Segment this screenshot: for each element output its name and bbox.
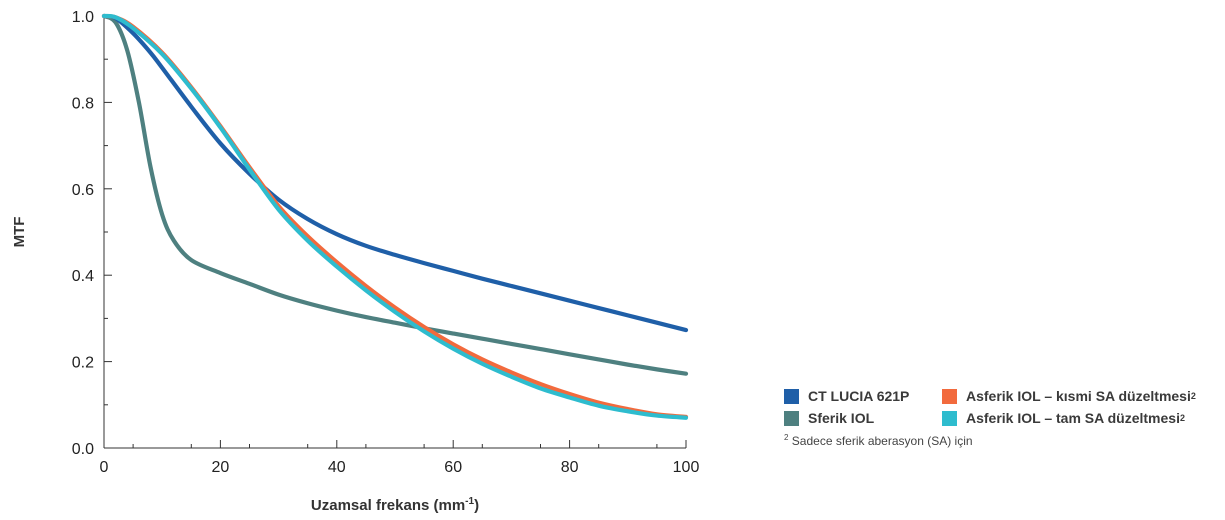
series-line-sferik (101, 13, 689, 376)
legend: CT LUCIA 621P Asferik IOL – kısmi SA düz… (784, 386, 1224, 448)
x-tick-label: 100 (673, 459, 700, 476)
footnote-text: Sadece sferik aberasyon (SA) için (791, 434, 973, 448)
y-tick-label: 0.4 (72, 268, 94, 285)
x-tick-label: 40 (328, 459, 346, 476)
footnote: 2 Sadece sferik aberasyon (SA) için (784, 433, 1224, 449)
x-axis-title: Uzamsal frekans (mm-1) (311, 496, 479, 514)
axes (103, 15, 687, 449)
series-line-asferik-tam (101, 13, 689, 420)
series-line-ct-lucia (101, 13, 689, 333)
axis-labels: 0 20 40 60 80 100 0.0 0.2 0.4 0.6 0.8 1.0 MTF Uzamsal… (11, 9, 699, 514)
y-tick-label: 0.6 (72, 182, 94, 199)
legend-swatch-ct-lucia (784, 388, 799, 404)
x-tick-label: 80 (561, 459, 579, 476)
x-tick-label: 0 (100, 459, 109, 476)
y-tick-label: 0.0 (72, 441, 94, 458)
x-tick-label: 20 (212, 459, 230, 476)
y-tick-label: 0.2 (72, 355, 94, 372)
legend-label-asferik-tam: Asferik IOL – tam SA düzeltmesi (966, 410, 1180, 426)
legend-swatch-asferik-tam (942, 410, 957, 426)
legend-item-ct-lucia: CT LUCIA 621P (784, 386, 942, 406)
legend-label-sferik: Sferik IOL (808, 410, 875, 426)
legend-item-sferik: Sferik IOL (784, 408, 942, 428)
series-layer (101, 13, 689, 420)
legend-swatch-asferik-kismi (942, 388, 957, 404)
y-axis-title: MTF (11, 217, 28, 248)
legend-label-ct-lucia: CT LUCIA 621P (808, 388, 910, 404)
legend-label-asferik-kismi: Asferik IOL – kısmi SA düzeltmesi (966, 388, 1191, 404)
legend-swatch-sferik (784, 410, 799, 426)
legend-item-asferik-tam: Asferik IOL – tam SA düzeltmesi 2 (942, 408, 1222, 428)
y-tick-label: 1.0 (72, 9, 94, 26)
x-tick-label: 60 (444, 459, 462, 476)
footnote-marker: 2 (784, 433, 789, 442)
y-tick-label: 0.8 (72, 95, 94, 112)
legend-item-asferik-kismi: Asferik IOL – kısmi SA düzeltmesi 2 (942, 386, 1222, 406)
series-line-asferik-kismi (101, 13, 689, 419)
